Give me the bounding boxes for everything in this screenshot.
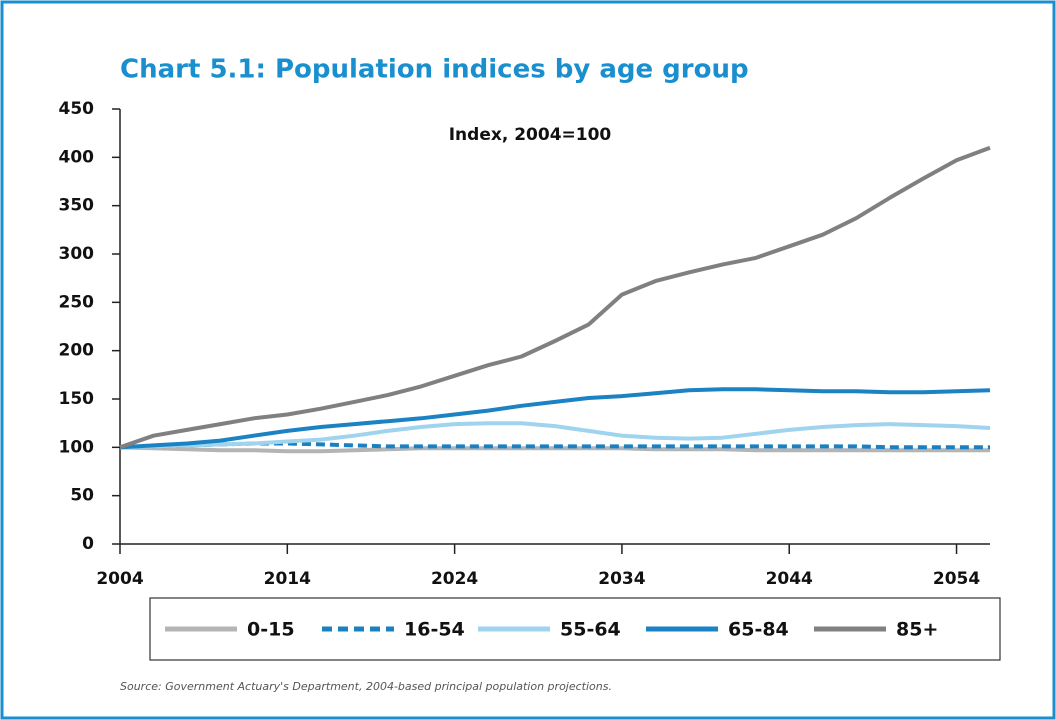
- y-tick-label: 0: [82, 534, 94, 554]
- legend-label: 0-15: [247, 619, 295, 641]
- y-tick-label: 300: [59, 244, 95, 264]
- x-tick-label: 2034: [598, 569, 645, 589]
- x-tick-label: 2044: [766, 569, 813, 589]
- x-tick-label: 2054: [933, 569, 980, 589]
- y-tick-label: 250: [59, 292, 95, 312]
- series-line: [119, 145, 991, 450]
- series-line: [119, 421, 991, 450]
- legend-label: 85+: [896, 619, 938, 641]
- y-tick-label: 150: [59, 389, 95, 409]
- x-tick-label: 2014: [264, 569, 311, 589]
- y-tick-label: 100: [59, 437, 95, 457]
- y-tick-label: 200: [59, 341, 95, 361]
- y-tick-label: 50: [70, 486, 94, 506]
- x-tick-label: 2004: [96, 569, 143, 589]
- x-tick-label: 2024: [431, 569, 478, 589]
- y-tick-label: 450: [59, 99, 95, 119]
- source: Source: Government Actuary's Department,…: [120, 680, 612, 693]
- y-tick-label: 350: [59, 196, 95, 216]
- y-tick-label: 400: [59, 147, 95, 167]
- series-line: [119, 387, 991, 450]
- legend-label: 65-84: [728, 619, 789, 641]
- annotation: Index, 2004=100: [449, 125, 612, 145]
- legend-label: 16-54: [404, 619, 465, 641]
- legend-label: 55-64: [560, 619, 621, 641]
- chart-title: Chart 5.1: Population indices by age gro…: [120, 55, 749, 85]
